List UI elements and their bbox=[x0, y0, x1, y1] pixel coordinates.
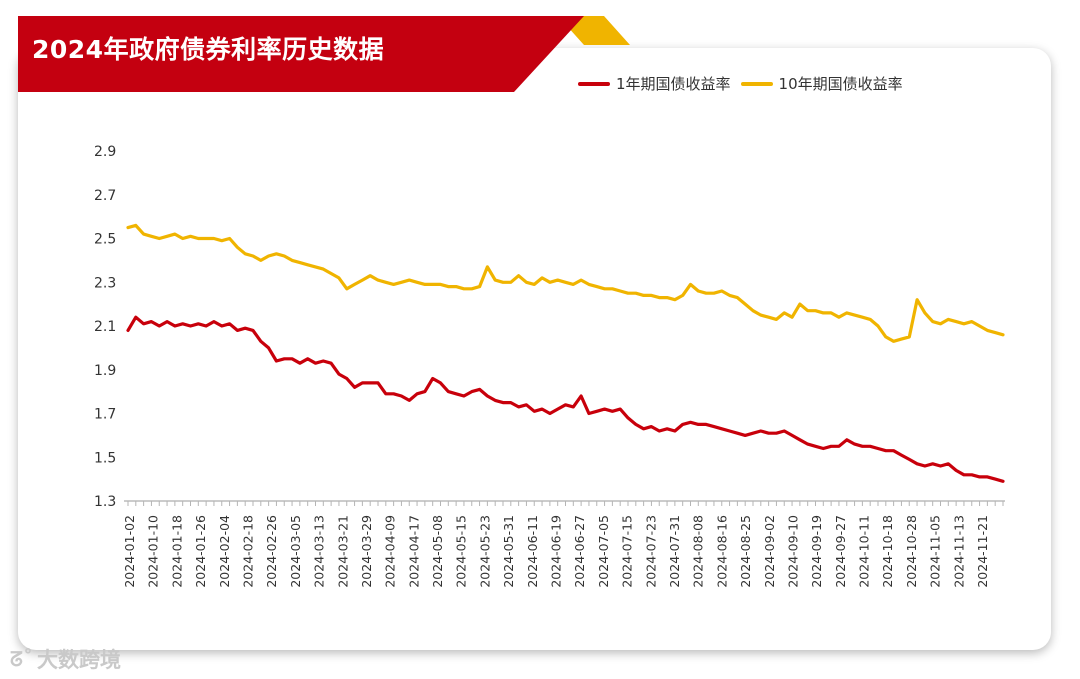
legend-swatch-10y bbox=[740, 81, 773, 86]
watermark: ᘔ˚ 大数跨境 bbox=[10, 644, 121, 674]
y-tick-label: 1.7 bbox=[94, 407, 116, 423]
x-tick-label: 2024-07-15 bbox=[620, 515, 635, 588]
x-tick-label: 2024-06-11 bbox=[525, 515, 540, 588]
x-tick-label: 2024-03-21 bbox=[335, 515, 350, 588]
chart-title: 2024年政府债券利率历史数据 bbox=[32, 35, 385, 64]
x-tick-label: 2024-02-18 bbox=[240, 515, 255, 588]
x-tick-label: 2024-09-27 bbox=[833, 515, 848, 588]
x-tick-label: 2024-06-19 bbox=[549, 515, 564, 588]
chart-card bbox=[18, 48, 1051, 650]
x-tick-label: 2024-03-13 bbox=[312, 515, 327, 588]
legend-label-1y: 1年期国债收益率 bbox=[616, 75, 731, 93]
y-tick-label: 2.1 bbox=[94, 319, 116, 335]
chart-legend: 1年期国债收益率 10年期国债收益率 bbox=[578, 73, 913, 94]
x-tick-label: 2024-03-05 bbox=[288, 515, 303, 588]
series-line-1y bbox=[126, 315, 1005, 483]
x-tick-label: 2024-08-16 bbox=[714, 515, 729, 588]
x-tick-label: 2024-09-02 bbox=[762, 515, 777, 588]
x-tick-label: 2024-01-02 bbox=[122, 515, 137, 588]
legend-label-10y: 10年期国债收益率 bbox=[778, 75, 903, 93]
series-line-10y bbox=[126, 223, 1005, 343]
y-tick-label: 2.7 bbox=[94, 188, 116, 204]
legend-item-1y[interactable]: 1年期国债收益率 bbox=[578, 73, 731, 94]
x-tick-label: 2024-09-19 bbox=[809, 515, 824, 588]
brand-logo-icon: ᘔ˚ bbox=[10, 647, 33, 671]
x-tick-label: 2024-04-09 bbox=[383, 515, 398, 588]
x-tick-label: 2024-08-08 bbox=[691, 515, 706, 588]
x-tick-label: 2024-10-28 bbox=[904, 515, 919, 588]
x-tick-label: 2024-10-18 bbox=[880, 515, 895, 588]
x-tick-label: 2024-06-27 bbox=[572, 515, 587, 588]
x-tick-label: 2024-05-31 bbox=[501, 515, 516, 588]
legend-item-10y[interactable]: 10年期国债收益率 bbox=[740, 73, 903, 94]
x-tick-label: 2024-04-17 bbox=[406, 515, 421, 588]
x-tick-label: 2024-01-10 bbox=[146, 515, 161, 588]
x-tick-label: 2024-09-10 bbox=[785, 515, 800, 588]
x-tick-label: 2024-08-25 bbox=[738, 515, 753, 588]
x-tick-label: 2024-03-29 bbox=[359, 515, 374, 588]
y-tick-label: 2.9 bbox=[94, 144, 116, 160]
title-banner bbox=[18, 16, 630, 92]
x-tick-label: 2024-05-08 bbox=[430, 515, 445, 588]
y-tick-label: 1.3 bbox=[94, 494, 116, 510]
legend-swatch-1y bbox=[578, 81, 610, 86]
x-tick-label: 2024-01-18 bbox=[169, 515, 184, 588]
watermark-text: 大数跨境 bbox=[36, 648, 121, 672]
x-tick-label: 2024-07-23 bbox=[643, 515, 658, 588]
x-tick-label: 2024-02-26 bbox=[264, 515, 279, 588]
x-tick-label: 2024-10-11 bbox=[857, 515, 872, 588]
x-tick-label: 2024-02-04 bbox=[217, 515, 232, 588]
x-tick-label: 2024-07-31 bbox=[667, 515, 682, 588]
y-tick-label: 1.9 bbox=[94, 363, 116, 379]
x-tick-label: 2024-11-05 bbox=[928, 515, 943, 588]
y-tick-label: 2.3 bbox=[94, 275, 116, 291]
banner-red bbox=[18, 16, 584, 92]
y-tick-label: 2.5 bbox=[94, 232, 116, 248]
x-tick-label: 2024-05-15 bbox=[454, 515, 469, 588]
y-tick-label: 1.5 bbox=[94, 450, 116, 466]
x-tick-label: 2024-11-21 bbox=[975, 515, 990, 588]
x-tick-label: 2024-11-13 bbox=[951, 515, 966, 588]
x-tick-label: 2024-05-23 bbox=[477, 515, 492, 588]
x-tick-label: 2024-07-05 bbox=[596, 515, 611, 588]
x-tick-label: 2024-01-26 bbox=[193, 515, 208, 588]
